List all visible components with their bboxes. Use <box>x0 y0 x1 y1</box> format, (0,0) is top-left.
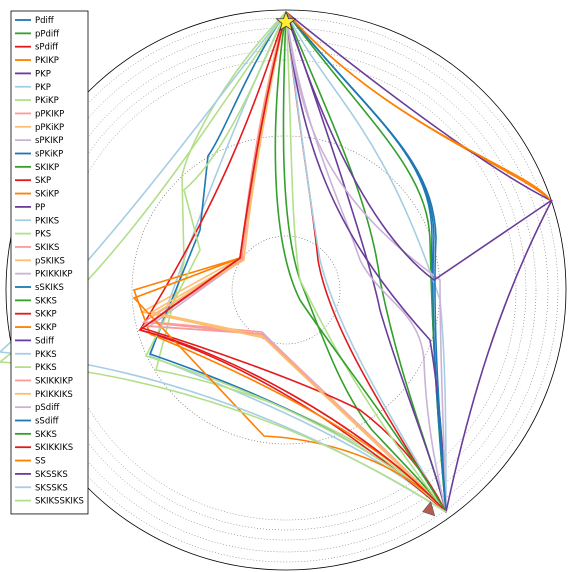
legend-label: sSdiff <box>35 417 60 427</box>
ray-path-skssks-34 <box>285 11 553 513</box>
legend-label: PKP <box>35 69 51 79</box>
ray-path-pkiks-15 <box>285 11 447 513</box>
grid-circles <box>5 9 567 571</box>
legend-label: Sdiff <box>35 336 55 346</box>
mantle-grid-circle-0 <box>13 17 559 563</box>
markers <box>275 10 436 517</box>
ray-path-pkks-26 <box>285 11 447 513</box>
ray-path-skkp-23 <box>132 11 447 513</box>
legend-label: PKIKKIKP <box>35 270 73 280</box>
legend-label: SS <box>35 457 46 467</box>
ray-path-ssdiff-30 <box>285 11 447 513</box>
legend-label: SKIKS <box>35 243 59 253</box>
ray-path-skks-31 <box>274 11 447 513</box>
ray-path-skiksskiks-36 <box>0 11 447 513</box>
legend-label: SKKS <box>35 430 57 440</box>
ray-path-psdiff-29 <box>285 11 447 513</box>
mantle-grid-circle-2 <box>35 39 537 541</box>
legend-label: SKIKP <box>35 163 59 173</box>
legend-label: SKIKSSKIKS <box>35 497 84 507</box>
ray-path-skikp-13 <box>132 11 447 513</box>
mantle-grid-circle-4 <box>55 59 517 521</box>
legend-label: SKSSKS <box>35 470 68 480</box>
legend-label: SKKP <box>35 310 57 320</box>
legend-label: PKIKP <box>35 56 59 66</box>
legend-label: SKIKKIKP <box>35 376 73 386</box>
legend-label: pSdiff <box>35 403 61 413</box>
legend-label: sPKiKP <box>35 150 63 160</box>
ray-path-pkp-4 <box>285 11 551 201</box>
legend: Pdiff pPdiff sPdiff PKIKP PKP PKP PKiKP pPKIKP p… <box>10 10 89 515</box>
legend-label: SKSSKS <box>35 483 68 493</box>
legend-label: sPdiff <box>35 43 59 53</box>
legend-label: PP <box>35 203 45 213</box>
legend-label: pPKiKP <box>35 123 64 133</box>
legend-label: sPKIKP <box>35 136 63 146</box>
legend-label: SKKP <box>35 323 57 333</box>
legend-label: pPdiff <box>35 29 60 39</box>
ray-path-pks-16 <box>144 11 447 513</box>
legend-label: PKIKS <box>35 216 59 226</box>
legend-label: pSKIKS <box>35 256 65 266</box>
legend-label: PKP <box>35 83 51 93</box>
source-star-marker <box>275 10 297 32</box>
legend-label: SKIKKIKS <box>35 443 73 453</box>
legend-box <box>10 10 89 515</box>
ray-path-skks-21 <box>282 11 447 513</box>
mantle-grid-circle-1 <box>23 27 549 553</box>
inner-core-boundary <box>231 235 341 345</box>
legend-label: PKKS <box>35 363 57 373</box>
ray-path-sdiff-24 <box>285 11 447 513</box>
legend-label: PKKS <box>35 350 57 360</box>
earth-surface <box>5 9 567 571</box>
legend-label: Pdiff <box>35 16 55 26</box>
legend-label: pPKIKP <box>35 109 64 119</box>
ray-path-pp-14 <box>285 11 447 513</box>
ray-path-pkikkiks-28 <box>151 11 447 513</box>
legend-label: SKiKP <box>35 190 59 200</box>
legend-label: SKKS <box>35 296 57 306</box>
legend-label: SKP <box>35 176 51 186</box>
ray-path-ss-33 <box>285 11 551 201</box>
ray-paths <box>0 11 553 513</box>
mantle-grid-circle-3 <box>45 49 527 531</box>
legend-label: PKIKKIKS <box>35 390 73 400</box>
legend-label: PKiKP <box>35 96 59 106</box>
ray-path-skssks-35 <box>0 11 447 513</box>
legend-label: PKS <box>35 230 51 240</box>
legend-label: sSKIKS <box>35 283 64 293</box>
receiver-triangle-marker <box>422 501 436 517</box>
ray-path-skikkiks-32 <box>138 11 447 513</box>
